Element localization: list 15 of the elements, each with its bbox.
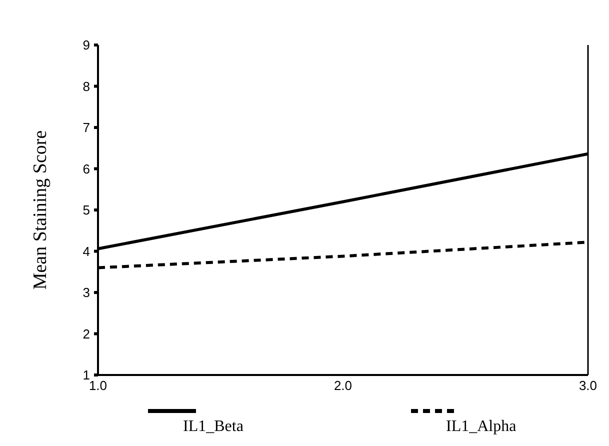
legend-label: IL1_Alpha: [446, 418, 516, 435]
y-tick-label: 9: [82, 38, 90, 53]
x-tick-label: 1.0: [88, 378, 108, 393]
y-tick-label: 7: [82, 120, 90, 136]
y-tick-label: 6: [82, 161, 90, 176]
x-tick-label: 3.0: [578, 378, 598, 393]
y-tick-label: 5: [82, 202, 90, 218]
y-axis-title: Mean Staining Score: [30, 130, 51, 290]
y-tick-label: 3: [82, 285, 90, 300]
y-tick-label: 2: [82, 326, 90, 342]
y-tick-label: 4: [82, 244, 90, 259]
legend-label: IL1_Beta: [183, 418, 244, 435]
y-tick-label: 1: [82, 368, 90, 383]
x-tick-label: 2.0: [334, 378, 352, 393]
y-tick-label: 8: [82, 78, 90, 94]
